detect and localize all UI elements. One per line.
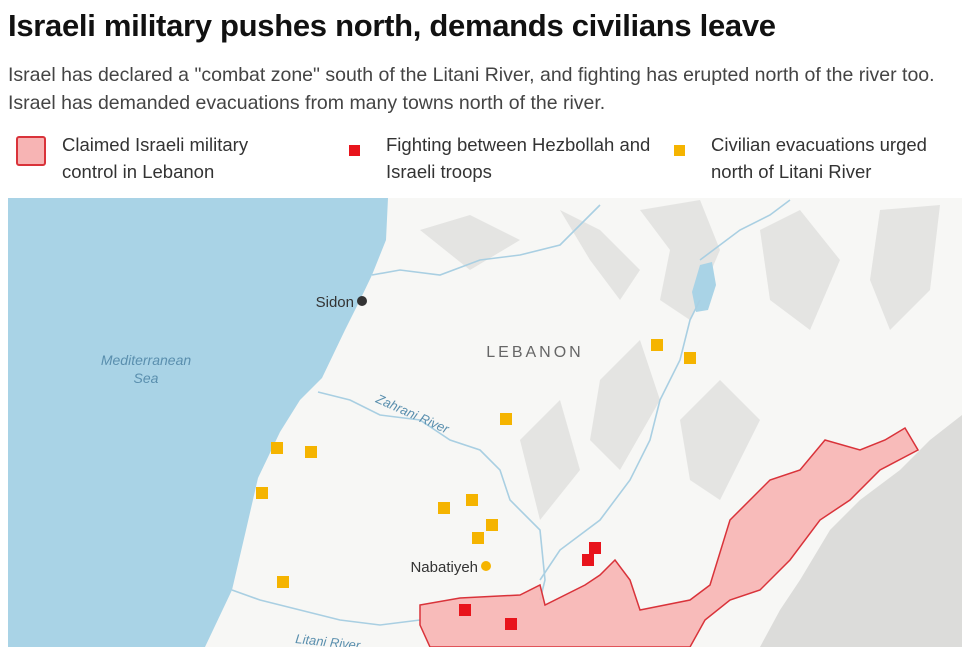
evacuation-marker — [256, 487, 268, 499]
evacuation-marker — [271, 442, 283, 454]
legend-label: Claimed Israeli military control in Leba… — [62, 134, 249, 182]
evacuation-marker — [305, 446, 317, 458]
title: Israeli military pushes north, demands c… — [8, 8, 776, 43]
fighting-marker — [505, 618, 517, 630]
evacuation-marker — [500, 413, 512, 425]
claimed-control-area — [419, 426, 920, 647]
legend-label: Civilian evacuations urged north of Lita… — [711, 134, 927, 182]
rivers — [231, 199, 791, 626]
country-label: LEBANON — [486, 344, 583, 361]
town-dot — [357, 296, 367, 306]
evacuation-marker — [277, 576, 289, 588]
legend-swatch-fighting — [349, 145, 360, 156]
evacuation-marker — [684, 352, 696, 364]
map: Sidon LEBANON Mediterranean Sea Zahrani … — [8, 198, 962, 647]
fighting-marker — [582, 554, 594, 566]
relief — [420, 200, 940, 520]
town-label: Sidon — [316, 294, 354, 311]
subtitle: Israel has declared a "combat zone" sout… — [8, 64, 935, 114]
sea — [8, 198, 388, 647]
evacuation-marker — [438, 502, 450, 514]
evacuation-marker — [472, 532, 484, 544]
sea-label: Mediterranean — [101, 352, 191, 368]
fighting-markers — [459, 542, 601, 630]
legend-label: Fighting between Hezbollah and Israeli t… — [386, 134, 651, 182]
evacuation-marker — [486, 519, 498, 531]
evacuation-markers — [256, 339, 696, 588]
fighting-marker — [589, 542, 601, 554]
neighbor-territory — [760, 415, 962, 647]
evacuation-marker — [651, 339, 663, 351]
evacuation-marker — [466, 494, 478, 506]
legend-swatch-evacuation — [674, 145, 685, 156]
town-label: Nabatiyeh — [410, 559, 478, 576]
lake — [692, 262, 716, 312]
legend-swatch-control — [16, 136, 46, 166]
town-dot — [481, 561, 491, 571]
sea-label: Sea — [134, 370, 159, 386]
fighting-marker — [459, 604, 471, 616]
